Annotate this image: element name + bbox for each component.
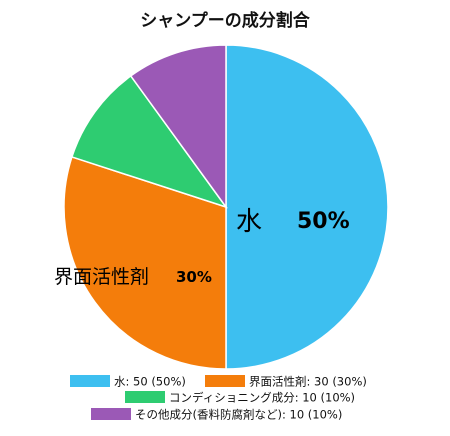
pie-slice-other [129,44,227,210]
legend-swatch-water [70,375,110,387]
pie-slice-water [225,44,389,370]
data-label-name-surfactant: 界面活性剤 [54,266,149,288]
pie-slice-conditioning [70,74,228,209]
data-labels: 水 50% 界面活性剤 30% [54,207,350,288]
data-label-percent-surfactant: 30% [176,268,212,286]
chart-title: シャンプーの成分割合 [140,10,310,31]
legend-swatch-surfactant [205,375,245,387]
legend-label-other: その他成分(香料防腐剤など): 10 (10%) [135,408,342,422]
legend: 水: 50 (50%) 界面活性剤: 30 (30%) コンディショニング成分:… [70,375,367,422]
legend-swatch-other [91,408,131,420]
pie-slice-surfactant [63,155,227,370]
data-label-name-water: 水 [236,207,262,237]
legend-swatch-conditioning [125,391,165,403]
pie-slices [63,44,389,370]
legend-label-surfactant: 界面活性剤: 30 (30%) [249,375,367,389]
data-label-percent-water: 50% [297,209,350,234]
legend-label-conditioning: コンディショニング成分: 10 (10%) [169,391,355,405]
legend-label-water: 水: 50 (50%) [114,375,186,389]
